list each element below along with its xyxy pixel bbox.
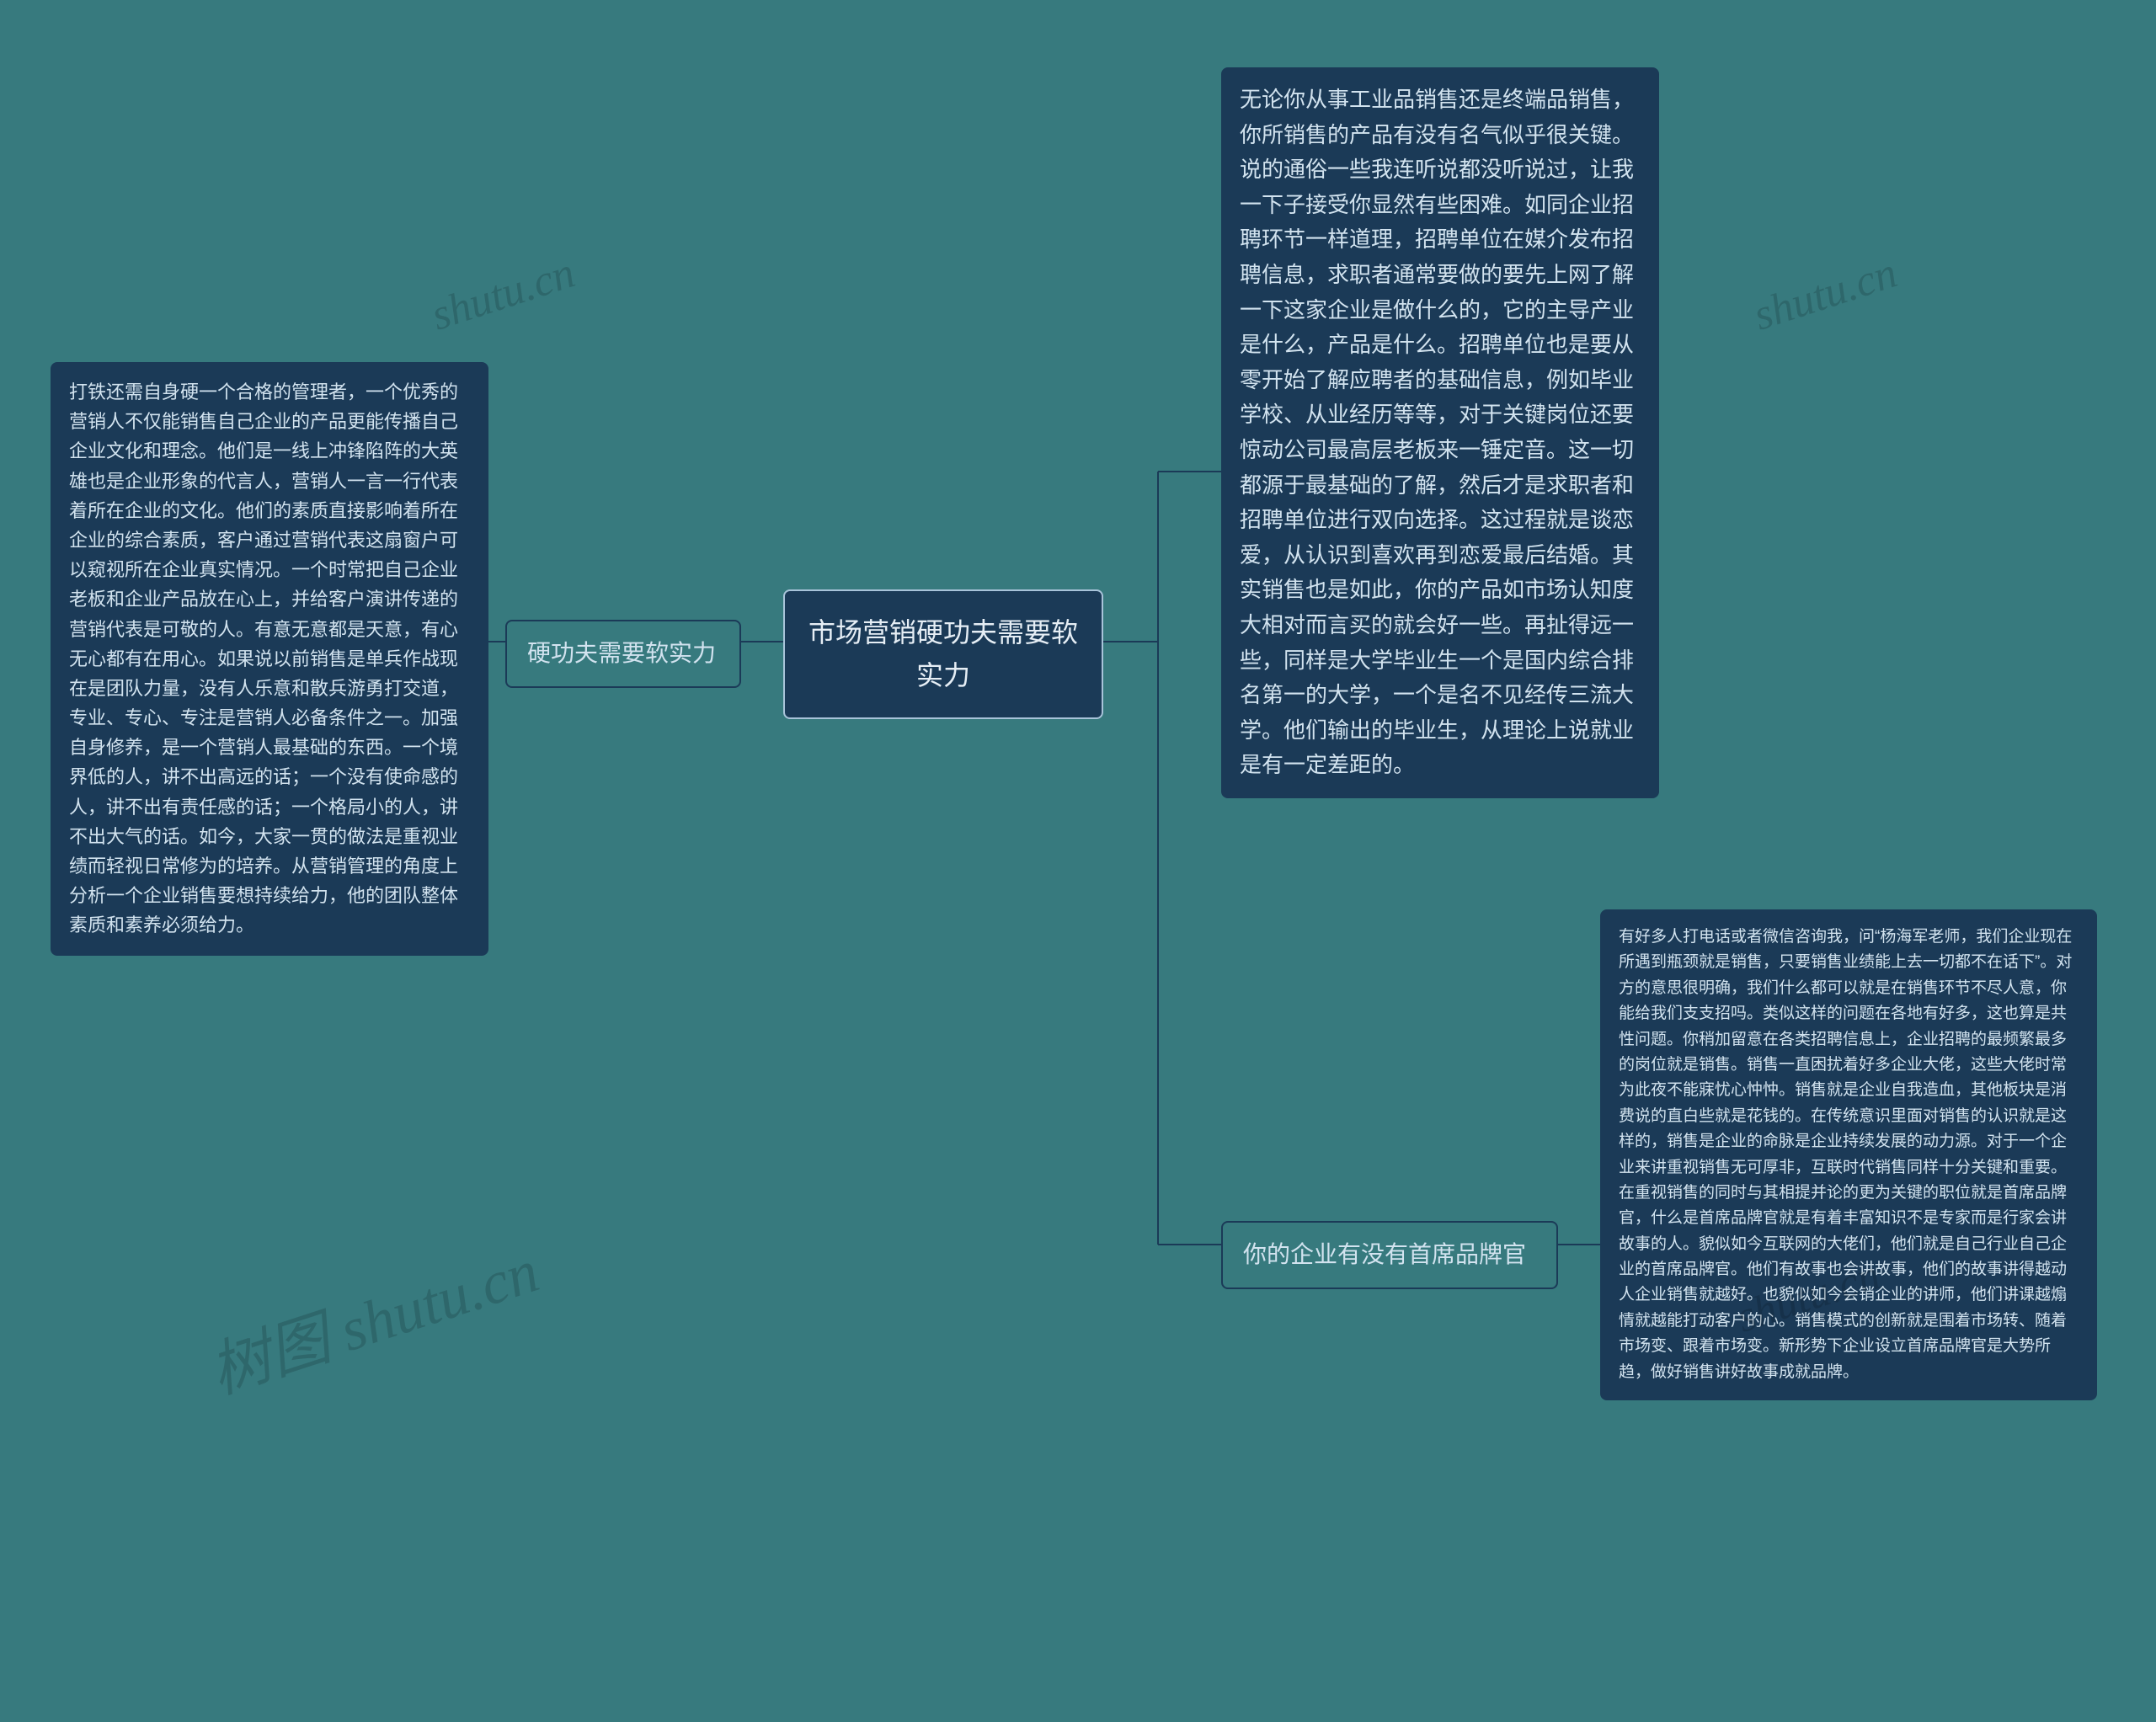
- right-bottom-leaf-node: 有好多人打电话或者微信咨询我，问“杨海军老师，我们企业现在所遇到瓶颈就是销售，只…: [1600, 909, 2097, 1400]
- left-branch-text: 硬功夫需要软实力: [527, 640, 716, 666]
- root-node: 市场营销硬功夫需要软实力: [783, 589, 1103, 719]
- watermark: shutu.cn: [1748, 248, 1903, 340]
- right-bottom-leaf-text: 有好多人打电话或者微信咨询我，问“杨海军老师，我们企业现在所遇到瓶颈就是销售，只…: [1619, 928, 2072, 1381]
- right-top-leaf-node: 无论你从事工业品销售还是终端品销售，你所销售的产品有没有名气似乎很关键。说的通俗…: [1221, 67, 1659, 798]
- right-branch-text: 你的企业有没有首席品牌官: [1243, 1241, 1526, 1267]
- watermark: shutu.cn: [425, 248, 580, 340]
- left-leaf-text: 打铁还需自身硬一个合格的管理者，一个优秀的营销人不仅能销售自己企业的产品更能传播…: [69, 381, 458, 936]
- watermark: 树图 shutu.cn: [197, 1221, 548, 1410]
- left-branch-node: 硬功夫需要软实力: [505, 620, 741, 688]
- left-leaf-node: 打铁还需自身硬一个合格的管理者，一个优秀的营销人不仅能销售自己企业的产品更能传播…: [51, 362, 488, 956]
- root-text: 市场营销硬功夫需要软实力: [808, 617, 1078, 690]
- right-branch-node: 你的企业有没有首席品牌官: [1221, 1221, 1558, 1289]
- right-top-leaf-text: 无论你从事工业品销售还是终端品销售，你所销售的产品有没有名气似乎很关键。说的通俗…: [1240, 87, 1634, 777]
